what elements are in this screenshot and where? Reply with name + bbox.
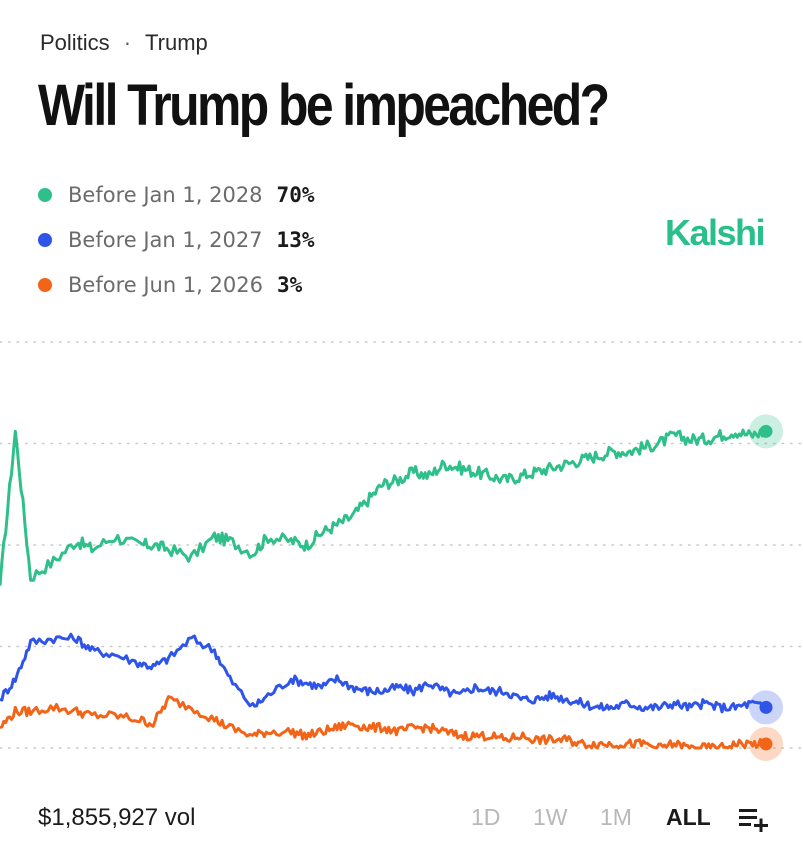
legend-value: 13%	[276, 227, 315, 252]
series-end-point	[759, 700, 773, 714]
legend-dot	[38, 277, 52, 292]
range-1m-button[interactable]: 1M	[600, 804, 632, 830]
range-all-button[interactable]: ALL	[666, 804, 711, 830]
breadcrumb-separator: ·	[123, 30, 132, 55]
series-line	[0, 695, 767, 750]
legend-label: Before Jan 1, 2028	[68, 182, 263, 207]
legend-value: 70%	[276, 182, 315, 207]
series-line	[0, 428, 767, 586]
chart-footer: $1,855,927 vol 1D 1W 1M ALL	[0, 796, 803, 840]
legend-item[interactable]: Before Jan 1, 2027 13%	[38, 217, 314, 262]
series-end-point	[759, 737, 773, 751]
page-title: Will Trump be impeached?	[38, 73, 610, 138]
chart-legend: Before Jan 1, 2028 70% Before Jan 1, 202…	[38, 172, 314, 307]
series-line	[0, 632, 767, 714]
breadcrumb-subcategory[interactable]: Trump	[145, 30, 208, 55]
add-to-list-icon[interactable]	[738, 806, 770, 837]
breadcrumb: Politics · Trump	[40, 30, 208, 56]
range-1d-button[interactable]: 1D	[471, 804, 501, 830]
chart-grid	[0, 341, 803, 749]
chart-lines	[0, 428, 767, 750]
legend-item[interactable]: Before Jan 1, 2028 70%	[38, 172, 314, 217]
legend-label: Before Jan 1, 2027	[68, 227, 263, 252]
legend-dot	[38, 232, 52, 247]
range-1w-button[interactable]: 1W	[533, 804, 568, 830]
series-end-point	[759, 424, 773, 438]
chart-endpoints	[749, 414, 783, 761]
legend-dot	[38, 187, 52, 202]
legend-label: Before Jun 1, 2026	[68, 272, 263, 297]
volume-label: $1,855,927 vol	[38, 804, 196, 831]
kalshi-logo: Kalshi	[665, 212, 766, 253]
breadcrumb-category[interactable]: Politics	[40, 30, 110, 55]
legend-value: 3%	[276, 272, 303, 297]
legend-item[interactable]: Before Jun 1, 2026 3%	[38, 262, 314, 307]
price-chart[interactable]	[0, 320, 803, 780]
